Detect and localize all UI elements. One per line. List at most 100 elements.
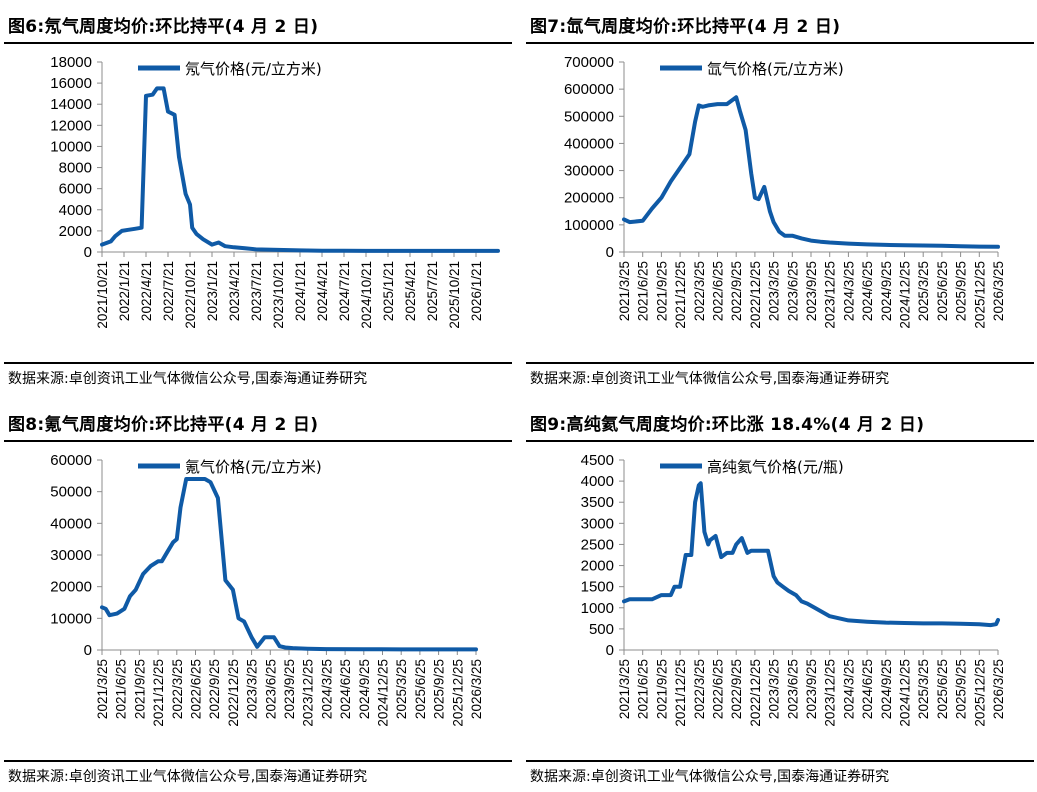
x-tick-label: 2021/3/25 xyxy=(617,659,632,719)
x-tick-label: 2022/12/25 xyxy=(226,659,241,727)
x-tick-label: 2024/9/25 xyxy=(879,659,894,719)
source-divider xyxy=(4,362,512,364)
line-chart: 0 2000 4000 6000 8000 10000 12000 14000 16000 180… xyxy=(50,54,500,329)
legend-label: 高纯氦气价格(元/瓶) xyxy=(707,458,844,476)
x-tick-label: 2026/1/21 xyxy=(469,261,484,321)
x-tick-label: 2023/3/25 xyxy=(245,659,260,719)
x-tick-label: 2025/3/25 xyxy=(394,659,409,719)
x-tick-label: 2025/3/25 xyxy=(916,261,931,321)
x-tick-label: 2022/3/25 xyxy=(692,261,707,321)
x-tick-label: 2025/4/21 xyxy=(403,261,418,321)
y-tick-label: 3500 xyxy=(581,494,614,511)
title-divider xyxy=(526,42,1034,44)
x-tick-label: 2021/9/25 xyxy=(132,659,147,719)
x-tick-label: 2023/6/25 xyxy=(785,261,800,321)
y-tick-label: 0 xyxy=(606,642,614,659)
y-tick-label: 100000 xyxy=(564,217,614,234)
legend: 高纯氦气价格(元/瓶) xyxy=(660,458,844,476)
y-tick-label: 4000 xyxy=(581,473,614,490)
figure-title: 图7:氙气周度均价:环比持平(4 月 2 日) xyxy=(530,17,841,37)
y-tick-label: 8000 xyxy=(59,160,92,177)
title-divider xyxy=(4,440,512,442)
figure-title: 图9:高纯氦气周度均价:环比涨 18.4%(4 月 2 日) xyxy=(530,415,925,435)
x-tick-label: 2022/9/25 xyxy=(207,659,222,719)
x-tick-label: 2025/9/25 xyxy=(954,261,969,321)
legend: 氖气价格(元/立方米) xyxy=(138,60,322,78)
x-tick-label: 2023/12/25 xyxy=(823,659,838,727)
x-tick-label: 2022/6/25 xyxy=(711,261,726,321)
panel-figure-7: 图7:氙气周度均价:环比持平(4 月 2 日) 0 100000 200000 300… xyxy=(526,0,1036,390)
y-tick-label: 1000 xyxy=(581,600,614,617)
y-tick-label: 30000 xyxy=(50,547,92,564)
title-divider xyxy=(526,440,1034,442)
x-tick-label: 2025/6/25 xyxy=(935,659,950,719)
y-tick-label: 12000 xyxy=(50,117,92,134)
y-tick-label: 500000 xyxy=(564,108,614,125)
x-tick-label: 2023/10/21 xyxy=(271,261,286,329)
x-tick-label: 2021/12/25 xyxy=(673,261,688,329)
x-tick-label: 2025/1/21 xyxy=(381,261,396,321)
x-tick-label: 2024/9/25 xyxy=(357,659,372,719)
x-tick-label: 2024/3/25 xyxy=(841,261,856,321)
x-tick-label: 2024/7/21 xyxy=(337,261,352,321)
x-tick-label: 2022/3/25 xyxy=(692,659,707,719)
y-tick-label: 40000 xyxy=(50,515,92,532)
x-tick-label: 2025/9/25 xyxy=(954,659,969,719)
x-tick-label: 2022/10/21 xyxy=(183,261,198,329)
y-tick-label: 18000 xyxy=(50,54,92,71)
source-divider xyxy=(526,760,1034,762)
x-tick-label: 2024/12/25 xyxy=(898,261,913,329)
x-tick-label: 2023/7/21 xyxy=(249,261,264,321)
panel-figure-8: 图8:氪气周度均价:环比持平(4 月 2 日) 0 10000 20000 30000… xyxy=(4,398,514,788)
x-tick-label: 2025/12/25 xyxy=(972,261,987,329)
x-tick-label: 2025/7/21 xyxy=(425,261,440,321)
x-tick-label: 2022/3/25 xyxy=(170,659,185,719)
y-tick-label: 0 xyxy=(606,244,614,261)
x-tick-label: 2021/6/25 xyxy=(636,659,651,719)
y-tick-label: 200000 xyxy=(564,190,614,207)
y-tick-label: 3000 xyxy=(581,515,614,532)
x-tick-label: 2021/12/25 xyxy=(151,659,166,727)
x-tick-label: 2024/4/21 xyxy=(315,261,330,321)
x-tick-label: 2022/1/21 xyxy=(117,261,132,321)
x-tick-label: 2021/3/25 xyxy=(95,659,110,719)
x-tick-label: 2024/3/25 xyxy=(319,659,334,719)
y-tick-label: 700000 xyxy=(564,54,614,71)
x-tick-label: 2021/9/25 xyxy=(654,659,669,719)
y-tick-label: 0 xyxy=(84,244,92,261)
y-tick-label: 2500 xyxy=(581,536,614,553)
figure-title: 图6:氖气周度均价:环比持平(4 月 2 日) xyxy=(8,17,319,37)
x-tick-label: 2024/6/25 xyxy=(860,261,875,321)
x-tick-label: 2025/6/25 xyxy=(935,261,950,321)
y-tick-label: 500 xyxy=(589,621,614,638)
x-tick-label: 2023/3/25 xyxy=(767,659,782,719)
figure-title: 图8:氪气周度均价:环比持平(4 月 2 日) xyxy=(8,415,319,435)
x-tick-label: 2025/12/25 xyxy=(972,659,987,727)
series-line xyxy=(100,477,478,652)
x-tick-label: 2023/12/25 xyxy=(301,659,316,727)
x-tick-label: 2021/12/25 xyxy=(673,659,688,727)
legend-label: 氪气价格(元/立方米) xyxy=(185,458,322,476)
x-tick-label: 2023/4/21 xyxy=(227,261,242,321)
source-note: 数据来源:卓创资讯工业气体微信公众号,国泰海通证券研究 xyxy=(530,371,890,387)
source-divider xyxy=(526,362,1034,364)
series-line xyxy=(622,481,1000,628)
x-tick-label: 2023/1/21 xyxy=(205,261,220,321)
y-tick-label: 4000 xyxy=(59,202,92,219)
x-tick-label: 2023/9/25 xyxy=(804,261,819,321)
y-tick-label: 1500 xyxy=(581,579,614,596)
x-tick-label: 2021/3/25 xyxy=(617,261,632,321)
x-tick-label: 2023/3/25 xyxy=(767,261,782,321)
legend: 氙气价格(元/立方米) xyxy=(660,60,844,78)
x-tick-label: 2023/9/25 xyxy=(804,659,819,719)
legend: 氪气价格(元/立方米) xyxy=(138,458,322,476)
line-chart: 0 10000 20000 30000 40000 50000 60000 2021/3/25… xyxy=(50,452,484,727)
x-tick-label: 2023/12/25 xyxy=(823,261,838,329)
x-tick-label: 2025/6/25 xyxy=(413,659,428,719)
y-tick-label: 4500 xyxy=(581,452,614,469)
x-tick-label: 2022/9/25 xyxy=(729,261,744,321)
y-tick-label: 2000 xyxy=(59,223,92,240)
y-tick-label: 10000 xyxy=(50,138,92,155)
source-note: 数据来源:卓创资讯工业气体微信公众号,国泰海通证券研究 xyxy=(8,371,368,387)
x-tick-label: 2021/6/25 xyxy=(114,659,129,719)
